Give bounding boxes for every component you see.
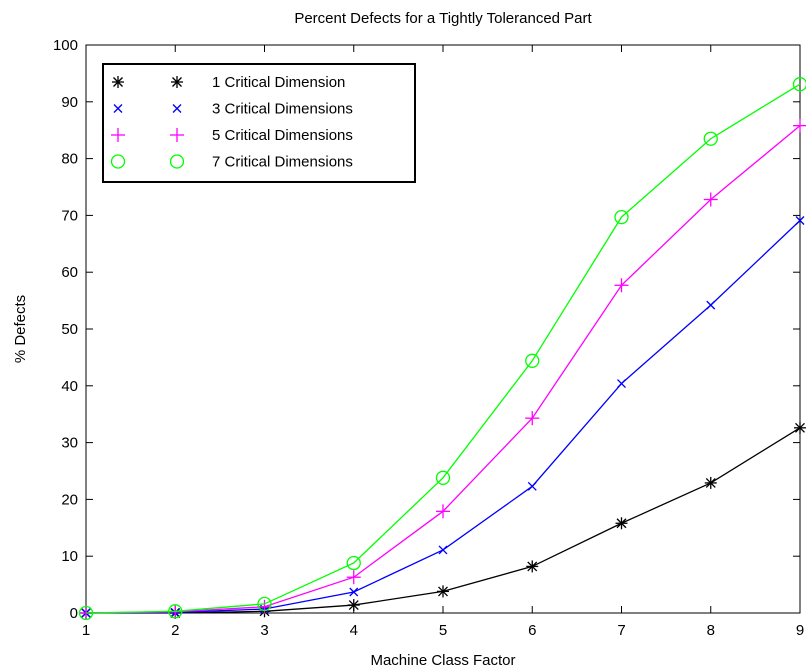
data-point bbox=[525, 411, 540, 426]
x-tick-label: 6 bbox=[528, 622, 536, 639]
y-tick-label: 70 bbox=[61, 207, 78, 224]
legend-marker bbox=[169, 154, 185, 169]
legend-marker bbox=[172, 104, 182, 113]
data-point bbox=[257, 596, 272, 612]
data-point bbox=[346, 570, 361, 585]
data-point bbox=[792, 77, 806, 92]
legend-marker bbox=[110, 154, 126, 169]
data-point bbox=[435, 470, 451, 485]
y-tick-label: 20 bbox=[61, 491, 78, 508]
data-point bbox=[704, 476, 717, 489]
y-tick-label: 90 bbox=[61, 94, 78, 111]
legend-label: 3 Critical Dimensions bbox=[212, 101, 353, 118]
data-point bbox=[257, 599, 272, 614]
x-axis: 1 2 3 4 5 6 7 8 9 bbox=[82, 45, 804, 639]
y-axis-label: % Defects bbox=[12, 295, 29, 363]
legend: 1 Critical Dimension 3 Critical Dimension… bbox=[102, 63, 416, 183]
legend-label: 7 Critical Dimensions bbox=[212, 154, 353, 171]
y-tick-label: 40 bbox=[61, 378, 78, 395]
x-axis-label: Machine Class Factor bbox=[370, 652, 515, 669]
x-tick-label: 3 bbox=[260, 622, 268, 639]
legend-marker bbox=[113, 104, 123, 113]
x-tick-label: 1 bbox=[82, 622, 90, 639]
data-point bbox=[614, 278, 629, 293]
data-point bbox=[793, 118, 806, 133]
y-tick-label: 50 bbox=[61, 321, 78, 338]
y-tick-label: 80 bbox=[61, 151, 78, 168]
data-point bbox=[795, 216, 805, 225]
legend-item: 5 Critical Dimensions bbox=[111, 127, 353, 144]
data-point bbox=[78, 605, 94, 621]
data-point bbox=[614, 209, 629, 225]
x-tick-label: 8 bbox=[707, 622, 715, 639]
data-point bbox=[525, 353, 540, 368]
y-tick-label: 10 bbox=[61, 548, 78, 565]
y-tick-label: 100 bbox=[53, 37, 78, 54]
data-point bbox=[527, 481, 537, 491]
data-point bbox=[703, 192, 718, 207]
legend-item: 1 Critical Dimension bbox=[112, 74, 345, 91]
x-tick-label: 4 bbox=[350, 622, 358, 639]
y-tick-label: 30 bbox=[61, 435, 78, 452]
data-point bbox=[436, 504, 450, 519]
legend-label: 1 Critical Dimension bbox=[212, 74, 345, 91]
legend-marker bbox=[112, 76, 124, 88]
x-tick-label: 5 bbox=[439, 622, 447, 639]
y-tick-label: 60 bbox=[61, 264, 78, 281]
x-tick-label: 7 bbox=[617, 622, 625, 639]
x-tick-label: 9 bbox=[796, 622, 804, 639]
data-point bbox=[346, 555, 361, 571]
y-axis: 0 10 20 30 40 50 60 70 80 90 100 bbox=[53, 37, 800, 622]
data-point bbox=[706, 300, 716, 310]
legend-marker bbox=[171, 76, 183, 88]
data-point bbox=[168, 604, 183, 619]
legend-box bbox=[102, 63, 416, 183]
x-tick-label: 2 bbox=[171, 622, 179, 639]
data-point bbox=[438, 545, 448, 555]
data-point bbox=[617, 379, 626, 388]
y-tick-label: 0 bbox=[70, 605, 78, 622]
legend-item: 3 Critical Dimensions bbox=[113, 101, 353, 118]
data-point bbox=[437, 585, 449, 598]
chart-title: Percent Defects for a Tightly Toleranced… bbox=[294, 10, 592, 27]
data-point bbox=[615, 517, 628, 530]
legend-label: 5 Critical Dimensions bbox=[212, 127, 353, 144]
legend-marker bbox=[170, 128, 184, 142]
data-point bbox=[794, 421, 806, 434]
data-point bbox=[349, 587, 359, 597]
series-line bbox=[85, 83, 801, 614]
series-4 bbox=[78, 77, 806, 621]
legend-marker bbox=[111, 128, 125, 142]
data-point bbox=[703, 131, 718, 146]
data-point bbox=[347, 599, 360, 612]
data-point bbox=[526, 560, 539, 573]
series-layer bbox=[78, 77, 806, 621]
legend-item: 7 Critical Dimensions bbox=[110, 154, 353, 171]
